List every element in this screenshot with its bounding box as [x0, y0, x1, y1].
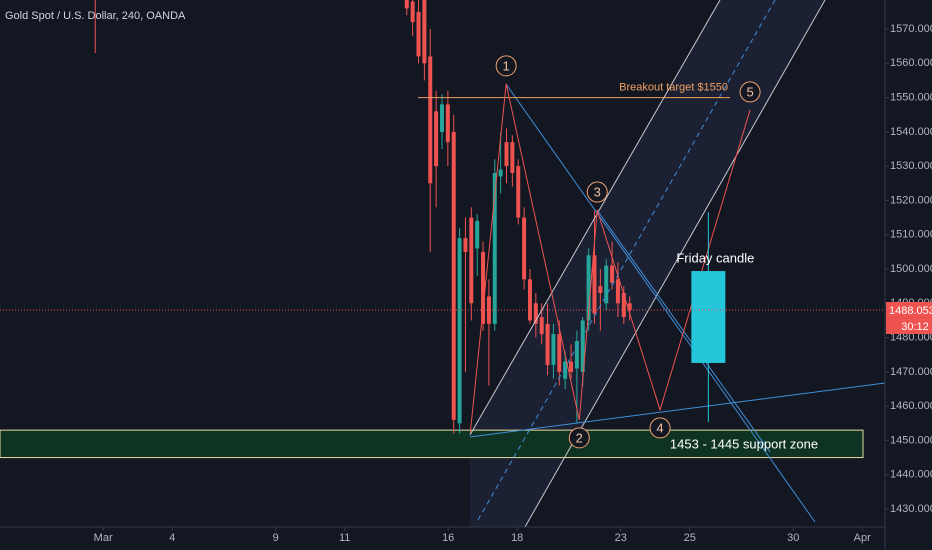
last-price-box — [886, 301, 932, 318]
countdown-box — [886, 317, 932, 334]
candle-body — [615, 279, 620, 304]
candle-body — [557, 334, 562, 372]
x-tick-label: 16 — [442, 532, 454, 544]
candle-body — [498, 169, 503, 177]
candle-body — [610, 265, 615, 283]
countdown-label: 30:12 — [901, 321, 929, 333]
candle-body — [469, 217, 474, 304]
channel-mid — [477, 0, 776, 521]
last-price-label: 1488.053 — [889, 305, 932, 317]
x-tick-label: 25 — [684, 532, 696, 544]
wave-marker — [586, 181, 608, 203]
candle-body — [586, 255, 591, 321]
candle-body — [428, 56, 433, 184]
candle-body — [621, 293, 626, 318]
candle-body — [598, 286, 603, 294]
y-tick-label: 1450.000 — [890, 434, 932, 446]
candle-body — [457, 238, 462, 424]
y-tick-label: 1470.000 — [890, 366, 932, 378]
y-tick-label: 1570.000 — [890, 23, 932, 35]
candle-body — [410, 1, 415, 23]
candle-body — [569, 361, 574, 372]
candle-body — [463, 238, 468, 252]
x-tick-label: 30 — [787, 532, 799, 544]
friday-body — [691, 271, 726, 363]
support-zone — [0, 429, 864, 459]
wave-marker — [739, 81, 761, 103]
candle-body — [545, 323, 550, 366]
plot-area — [0, 0, 864, 527]
candle-body — [434, 111, 439, 167]
candle-body — [492, 173, 497, 324]
wave-path — [469, 83, 751, 433]
candle-body — [481, 251, 486, 324]
wave-label: 1 — [503, 58, 510, 73]
x-tick-label: 4 — [169, 532, 175, 544]
y-tick-label: 1480.000 — [890, 331, 932, 343]
support-label: 1453 - 1445 support zone — [670, 436, 818, 451]
candle-body — [510, 142, 515, 174]
target-label: Breakout target $1550 — [619, 81, 728, 93]
candle-body — [516, 166, 521, 218]
x-tick-label: 11 — [339, 532, 350, 544]
wave-label: 5 — [746, 84, 753, 99]
candle-body — [522, 217, 527, 280]
y-tick-label: 1440.000 — [890, 469, 932, 481]
candle-body — [451, 131, 456, 420]
trend-line — [505, 83, 816, 523]
x-tick-label: 9 — [273, 532, 279, 544]
candle-body — [486, 296, 491, 324]
y-tick-label: 1430.000 — [890, 503, 932, 515]
candle-body — [563, 361, 568, 379]
y-tick-label: 1540.000 — [890, 126, 932, 138]
channel-fill — [470, 0, 825, 527]
wave-marker — [568, 427, 590, 449]
candle-body — [439, 104, 444, 132]
y-tick-label: 1560.000 — [890, 57, 932, 69]
friday-label: Friday candle — [676, 250, 754, 265]
y-tick-label: 1460.000 — [890, 400, 932, 412]
trend-line — [469, 382, 885, 438]
candle-body — [422, 0, 427, 64]
wave-label: 2 — [576, 430, 583, 445]
wave-label: 3 — [594, 184, 601, 199]
candle-body — [627, 303, 632, 311]
x-tick-label: Mar — [94, 532, 113, 544]
candle-body — [551, 334, 556, 366]
wave-marker — [649, 417, 671, 439]
candle-body — [504, 142, 509, 167]
chart-title: Gold Spot / U.S. Dollar, 240, OANDA — [5, 10, 186, 22]
x-tick-label: 23 — [615, 532, 627, 544]
candle-body — [416, 11, 421, 57]
candle-body — [604, 265, 609, 304]
candle-body — [527, 279, 532, 321]
candle-body — [539, 317, 544, 335]
wave-label: 4 — [656, 420, 663, 435]
y-tick-label: 1500.000 — [890, 263, 932, 275]
wave-marker — [495, 55, 517, 77]
y-tick-label: 1530.000 — [890, 160, 932, 172]
y-tick-label: 1550.000 — [890, 91, 932, 103]
channel-line — [469, 0, 721, 436]
candle-body — [533, 303, 538, 324]
drawings: Breakout target $1550 1 2 3 4 5 Friday candle 1… — [418, 0, 885, 527]
candle-body — [580, 320, 585, 372]
x-tick-label: 18 — [511, 532, 523, 544]
y-tick-label: 1510.000 — [890, 229, 932, 241]
candle-body — [592, 255, 597, 314]
candle-body — [404, 0, 409, 9]
y-tick-label: 1520.000 — [890, 194, 932, 206]
candle-body — [574, 341, 579, 369]
candle-body — [445, 104, 450, 143]
candle-body — [475, 221, 480, 249]
x-tick-label: Apr — [854, 532, 871, 544]
